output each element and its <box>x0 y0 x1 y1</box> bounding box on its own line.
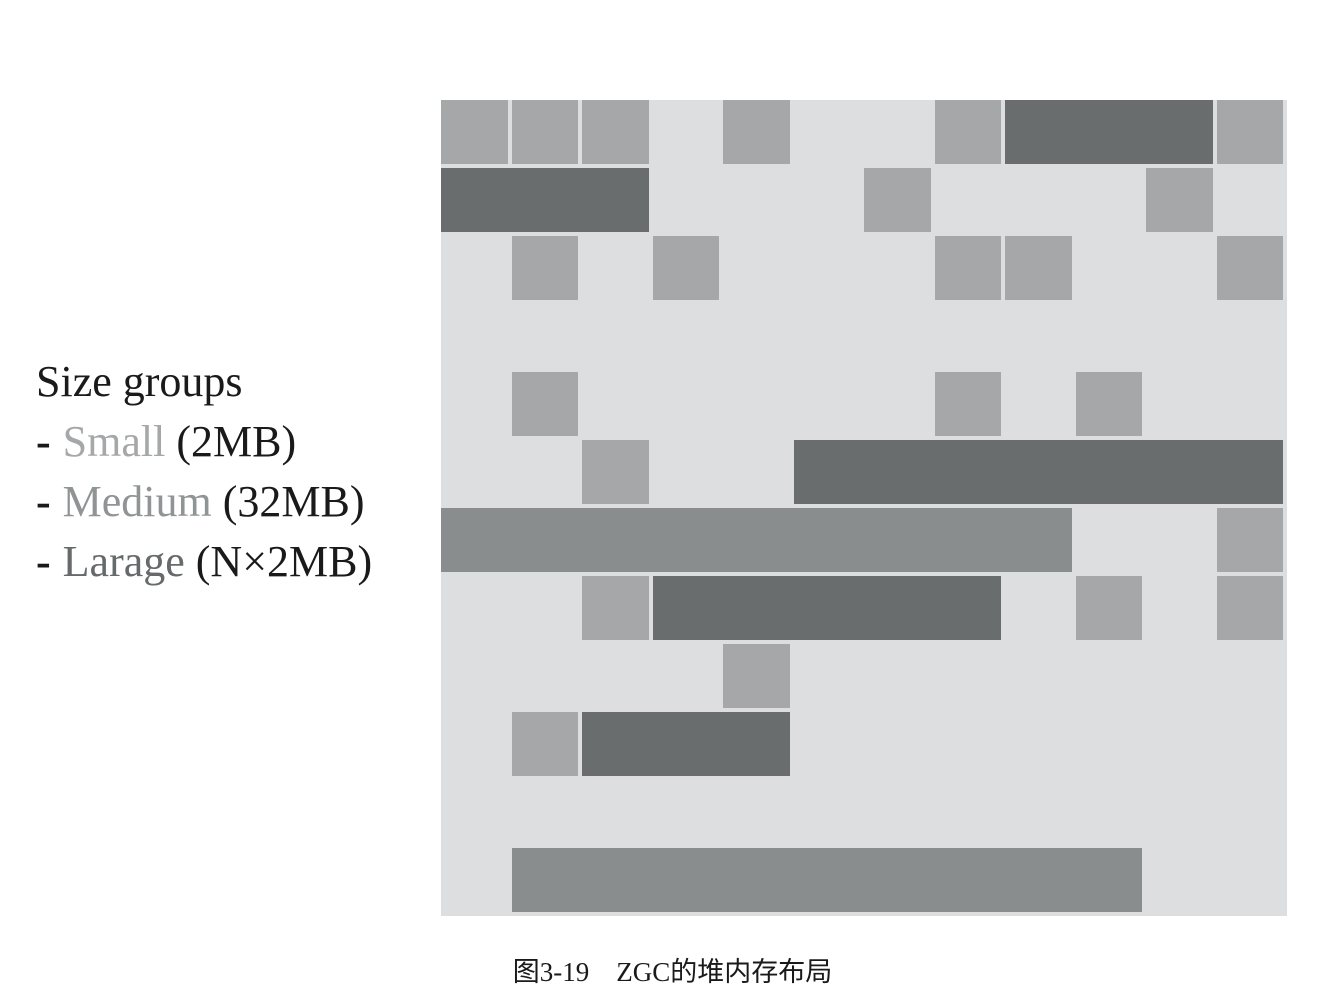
small-region-block <box>934 236 1001 300</box>
medium-region-block <box>582 712 790 776</box>
heap-region-grid <box>441 100 1287 916</box>
small-region-block <box>1075 576 1142 640</box>
small-region-block <box>441 100 508 164</box>
small-region-block <box>652 236 719 300</box>
small-region-block <box>582 440 649 504</box>
medium-region-block <box>652 576 1001 640</box>
small-region-block <box>1005 236 1072 300</box>
small-region-block <box>864 168 931 232</box>
legend-medium-size: (32MB) <box>222 477 365 526</box>
small-region-block <box>1216 576 1283 640</box>
small-region-block <box>1216 236 1283 300</box>
large-region-block <box>441 508 1072 572</box>
small-region-block <box>1146 168 1213 232</box>
small-region-block <box>511 372 578 436</box>
small-region-block <box>511 236 578 300</box>
legend-dash: - <box>36 477 51 526</box>
legend-dash: - <box>36 537 51 586</box>
small-region-block <box>582 100 649 164</box>
small-region-block <box>582 576 649 640</box>
legend-large-label: Larage <box>62 537 185 586</box>
medium-region-block <box>793 440 1283 504</box>
small-region-block <box>723 100 790 164</box>
small-region-block <box>511 100 578 164</box>
legend-title: Size groups <box>36 357 243 406</box>
legend-small-label: Small <box>62 417 166 466</box>
size-groups-legend: Size groups - Small (2MB) - Medium (32MB) … <box>36 352 372 592</box>
legend-item-large: - Larage (N×2MB) <box>36 532 372 592</box>
legend-item-small: - Small (2MB) <box>36 412 372 472</box>
legend-large-size: (N×2MB) <box>195 537 373 586</box>
small-region-block <box>1216 100 1283 164</box>
small-region-block <box>723 644 790 708</box>
legend-medium-label: Medium <box>62 477 212 526</box>
large-region-block <box>511 848 1142 912</box>
small-region-block <box>934 372 1001 436</box>
legend-dash: - <box>36 417 51 466</box>
small-region-block <box>511 712 578 776</box>
small-region-block <box>1216 508 1283 572</box>
medium-region-block <box>1005 100 1213 164</box>
small-region-block <box>934 100 1001 164</box>
legend-small-size: (2MB) <box>176 417 297 466</box>
medium-region-block <box>441 168 649 232</box>
small-region-block <box>1075 372 1142 436</box>
legend-item-medium: - Medium (32MB) <box>36 472 372 532</box>
figure-caption: 图3-19 ZGC的堆内存布局 <box>512 957 833 987</box>
